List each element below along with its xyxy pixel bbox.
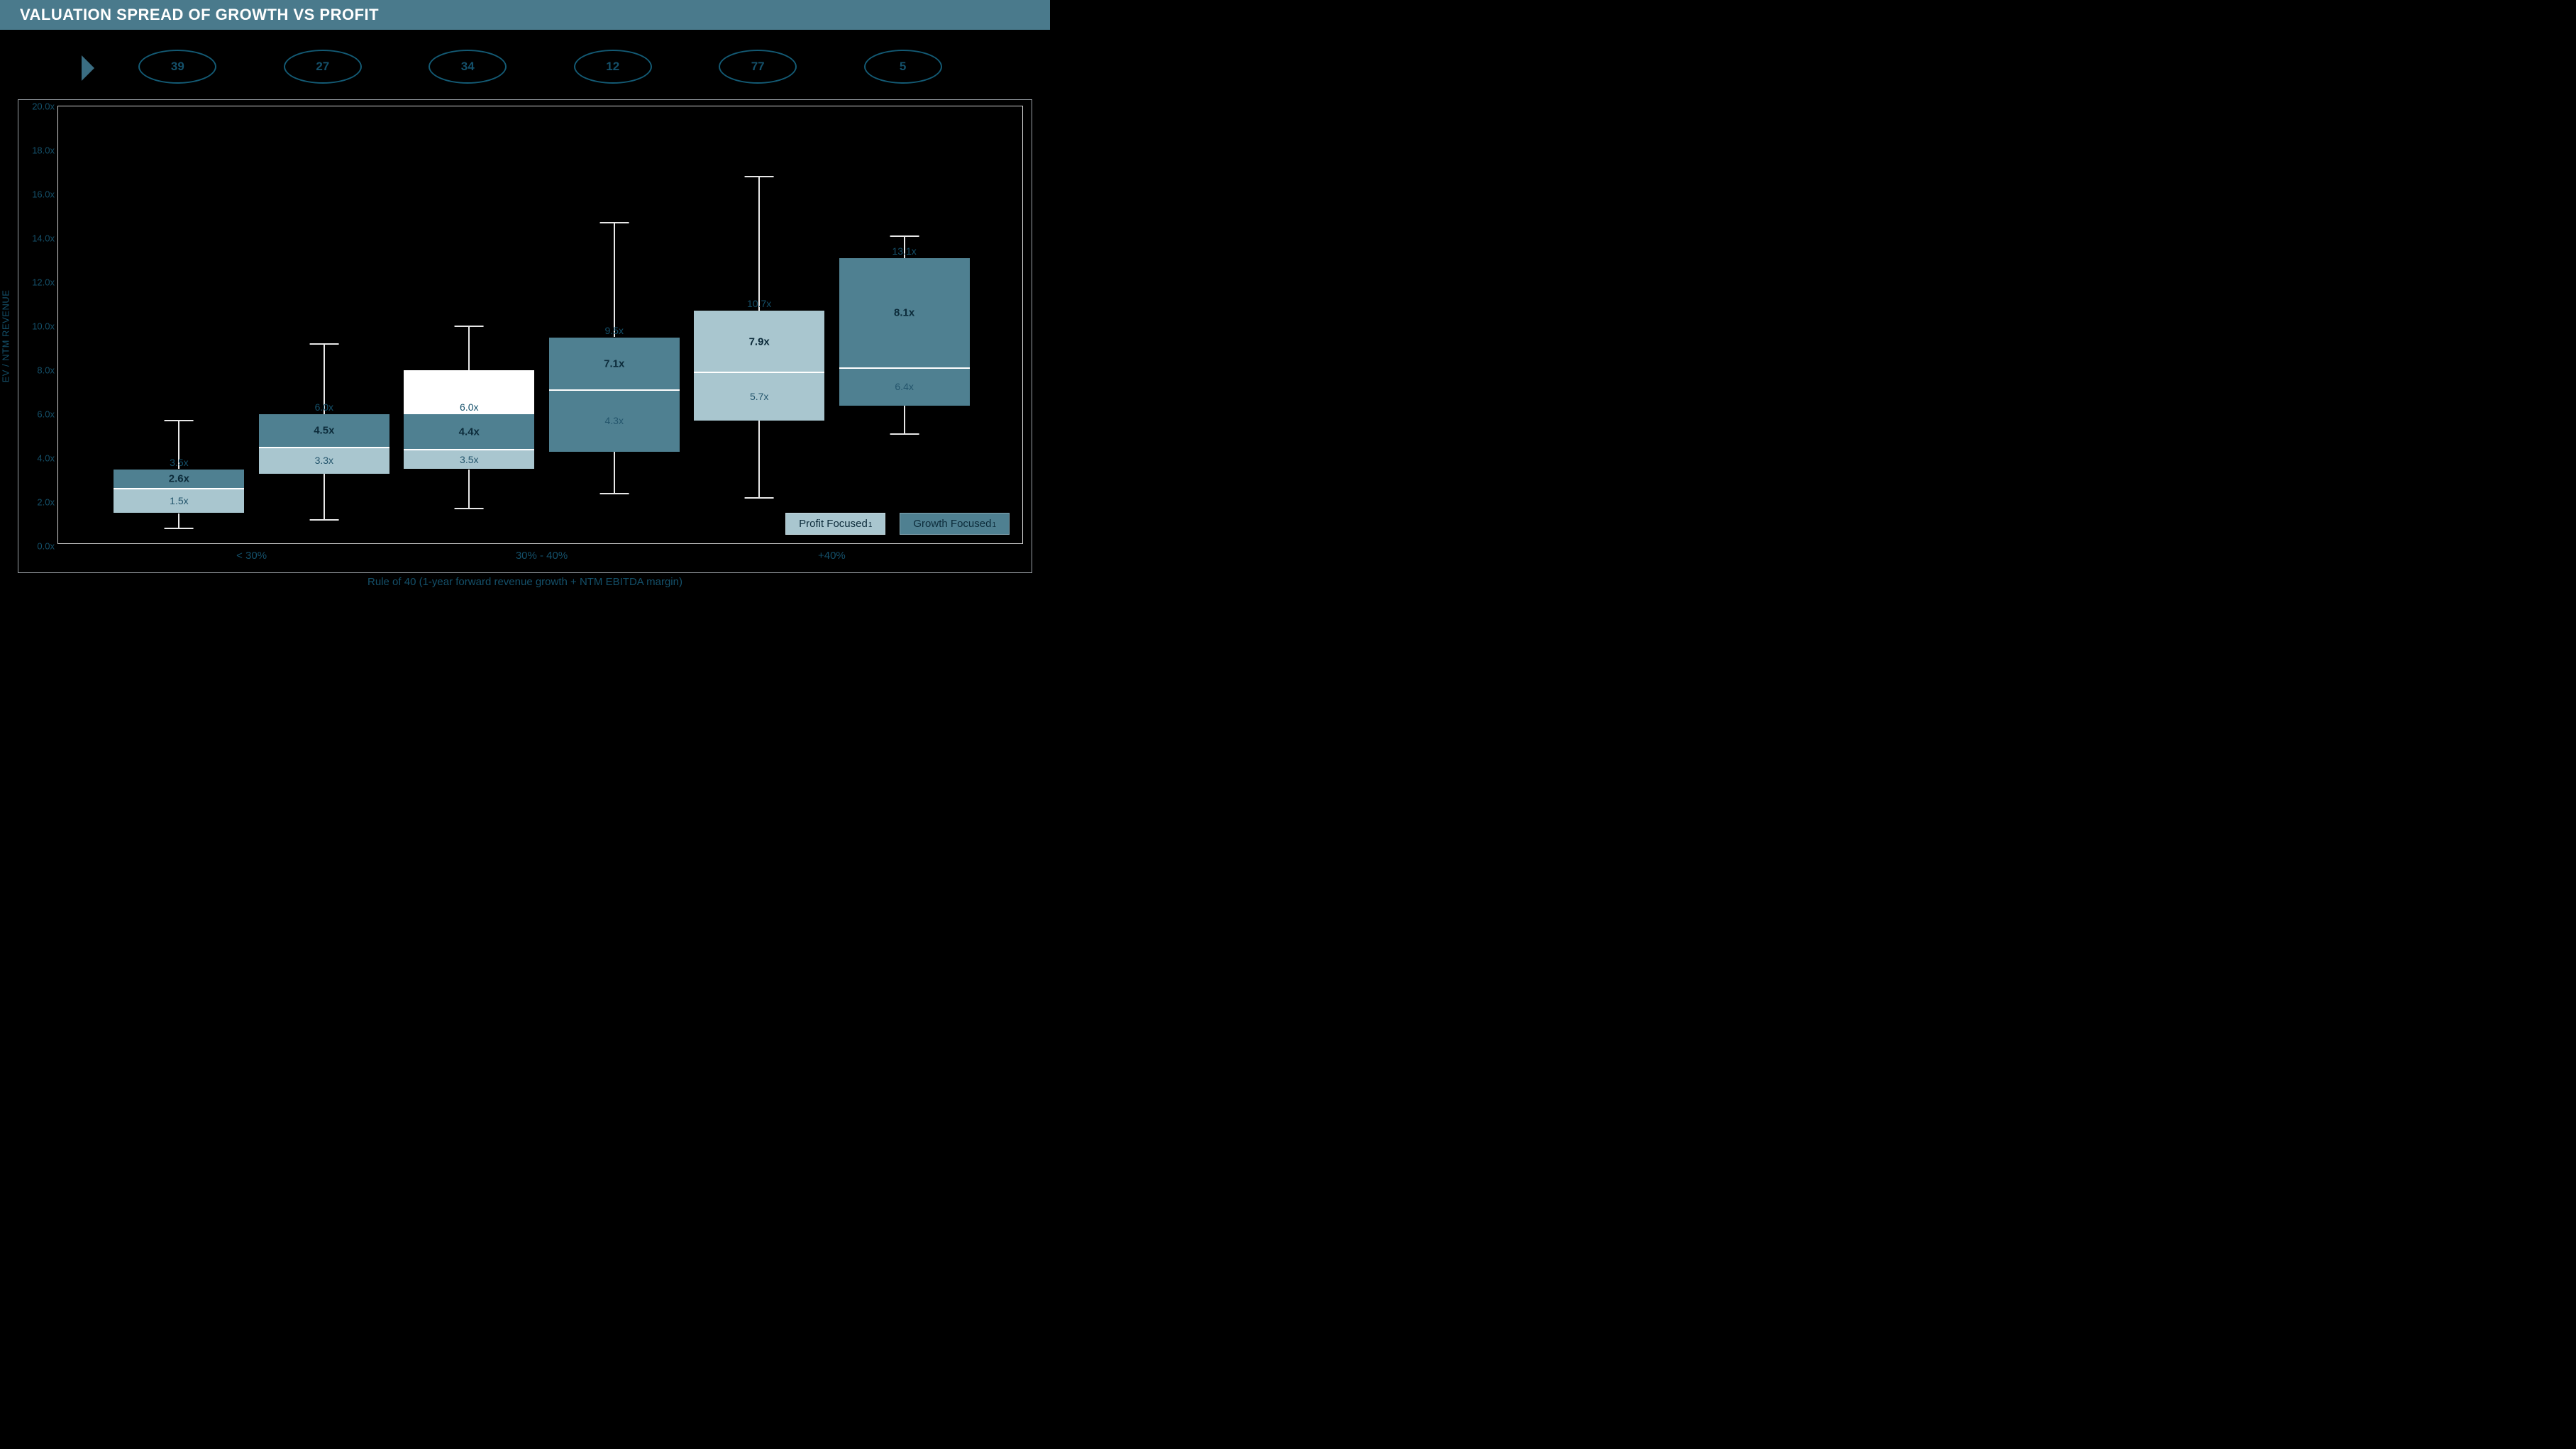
y-tick-label: 8.0x xyxy=(23,365,55,376)
box-value-label: 4.5x xyxy=(314,425,334,437)
y-tick-label: 4.0x xyxy=(23,453,55,464)
box-value-label: 6.0x xyxy=(460,401,478,413)
median-line xyxy=(259,447,389,448)
box-value-label: 2.6x xyxy=(169,473,189,485)
slide: VALUATION SPREAD OF GROWTH VS PROFIT 39 2… xyxy=(0,0,1050,591)
whisker-cap xyxy=(455,326,484,327)
count-pill: 12 xyxy=(574,50,652,84)
median-line xyxy=(114,488,244,489)
whisker xyxy=(904,406,905,434)
median-line xyxy=(694,372,824,373)
median-line xyxy=(839,367,970,369)
box-value-label: 6.4x xyxy=(895,381,913,392)
box-value-label: 8.1x xyxy=(894,307,914,319)
count-pill: 34 xyxy=(429,50,507,84)
legend: Profit Focused1 Growth Focused1 xyxy=(785,513,1010,535)
whisker xyxy=(468,326,470,370)
box-value-label: 1.5x xyxy=(170,495,188,506)
whisker xyxy=(614,452,615,494)
whisker xyxy=(324,474,325,520)
whisker-cap xyxy=(165,528,194,529)
y-tick-label: 20.0x xyxy=(23,101,55,112)
y-tick-label: 12.0x xyxy=(23,277,55,288)
y-tick-label: 14.0x xyxy=(23,233,55,244)
whisker xyxy=(468,470,470,509)
y-tick-label: 10.0x xyxy=(23,321,55,332)
chart-frame: EV / NTM REVENUE Profit Focused1Growth F… xyxy=(18,99,1032,573)
y-tick-label: 0.0x xyxy=(23,541,55,552)
whisker xyxy=(758,177,760,311)
legend-item: Profit Focused1 xyxy=(785,513,885,535)
box-value-label: 7.1x xyxy=(604,357,624,370)
whisker xyxy=(614,223,615,337)
x-axis-label: Rule of 40 (1-year forward revenue growt… xyxy=(367,576,682,588)
title-bar: VALUATION SPREAD OF GROWTH VS PROFIT xyxy=(0,0,1050,30)
y-tick-label: 6.0x xyxy=(23,409,55,420)
median-line xyxy=(404,449,534,450)
whisker-cap xyxy=(165,420,194,421)
whisker-cap xyxy=(599,493,629,494)
count-pill: 27 xyxy=(284,50,362,84)
x-group-label: 30% - 40% xyxy=(516,550,568,562)
box-value-label: 7.9x xyxy=(749,335,770,348)
box-value-label: 3.5x xyxy=(170,457,188,468)
box-value-label: 3.3x xyxy=(315,455,333,466)
y-tick-label: 18.0x xyxy=(23,145,55,156)
whisker-cap xyxy=(599,222,629,223)
box-value-label: 13.1x xyxy=(892,245,917,257)
y-tick-label: 2.0x xyxy=(23,497,55,508)
whisker-cap xyxy=(455,508,484,509)
median-line xyxy=(549,389,680,391)
y-tick-label: 16.0x xyxy=(23,189,55,200)
whisker xyxy=(758,421,760,498)
box-value-label: 4.3x xyxy=(604,415,623,426)
x-group-label: < 30% xyxy=(236,550,267,562)
legend-item: Growth Focused1 xyxy=(900,513,1010,535)
box-value-label: 5.7x xyxy=(750,391,768,402)
whisker-cap xyxy=(309,519,338,521)
y-axis-label: EV / NTM REVENUE xyxy=(1,290,11,383)
page-title: VALUATION SPREAD OF GROWTH VS PROFIT xyxy=(20,6,379,24)
whisker-cap xyxy=(745,497,774,499)
x-group-label: +40% xyxy=(818,550,846,562)
whisker-cap xyxy=(890,433,919,435)
arrow-right-icon xyxy=(82,55,94,81)
box-value-label: 3.5x xyxy=(460,454,478,465)
whisker-cap xyxy=(890,235,919,237)
whisker-cap xyxy=(745,176,774,177)
count-pill-row: 39 27 34 12 77 5 xyxy=(0,43,1050,92)
boxplot-area: Profit Focused1Growth Focused1 0.0x2.0x4… xyxy=(57,106,1023,544)
box-value-label: 10.7x xyxy=(747,298,771,309)
count-pill: 5 xyxy=(864,50,942,84)
box-value-label: 6.0x xyxy=(315,401,333,413)
count-pill: 77 xyxy=(719,50,797,84)
box-value-label: 9.5x xyxy=(604,325,623,336)
whisker-cap xyxy=(309,343,338,345)
whisker xyxy=(178,513,179,529)
count-pill: 39 xyxy=(138,50,216,84)
box-value-label: 4.4x xyxy=(459,426,480,438)
